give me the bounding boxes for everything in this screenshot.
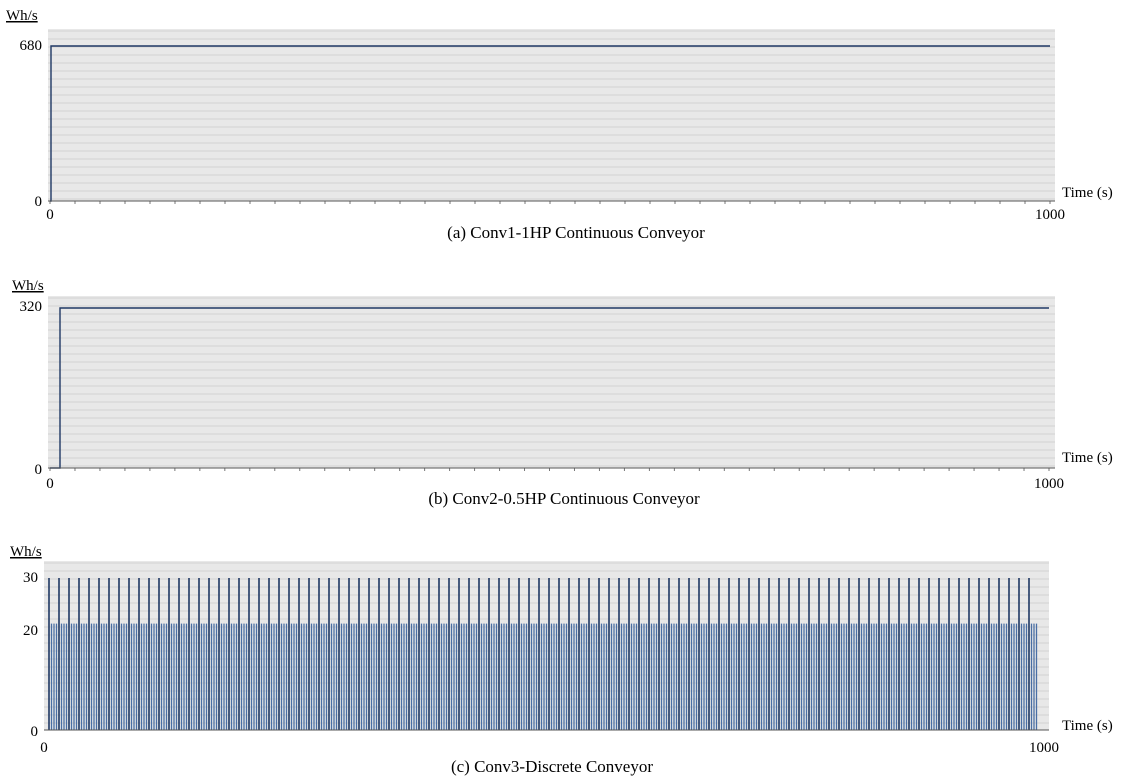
chart-a-ytick-top: 680: [20, 38, 43, 54]
chart-b-grid: [48, 297, 1055, 467]
chart-c-bars: [48, 578, 1038, 730]
chart-c-xtick-end: 1000: [1029, 740, 1059, 756]
chart-a-xtick-start: 0: [46, 207, 54, 223]
chart-a-ytick-zero: 0: [35, 194, 43, 210]
chart-a-xlabel: Time (s): [1062, 185, 1113, 201]
chart-b-plot-area: [48, 296, 1055, 468]
chart-b-xtick-end: 1000: [1034, 476, 1064, 492]
chart-c-ytick-mid: 20: [23, 623, 38, 639]
chart-b-ylabel: Wh/s: [12, 278, 44, 294]
chart-c: Wh/s 30 20 0 0 1000 Time (s) (c) Conv3-D…: [10, 544, 1113, 776]
chart-b-ytick-top: 320: [20, 299, 43, 315]
chart-a-ylabel: Wh/s: [6, 8, 38, 24]
chart-a-plot-area: [48, 29, 1055, 201]
chart-c-xlabel: Time (s): [1062, 718, 1113, 734]
chart-b-xlabel: Time (s): [1062, 450, 1113, 466]
chart-b-ytick-zero: 0: [35, 462, 43, 478]
chart-b-xtick-start: 0: [46, 476, 54, 492]
chart-b-title: (b) Conv2-0.5HP Continuous Conveyor: [428, 489, 700, 508]
chart-a-grid: [48, 30, 1055, 200]
chart-a-xtick-end: 1000: [1035, 207, 1065, 223]
chart-a-title: (a) Conv1-1HP Continuous Conveyor: [447, 223, 705, 242]
chart-a: Wh/s 680 0 0 1000 Time (s) (a) Conv1-1HP…: [6, 8, 1113, 242]
chart-c-ylabel: Wh/s: [10, 544, 42, 560]
chart-c-ytick-zero: 0: [31, 724, 39, 740]
chart-b: Wh/s 320 0 0 1000 Time (s) (b) Conv2-0.5…: [12, 278, 1113, 508]
chart-c-xtick-start: 0: [40, 740, 48, 756]
chart-c-title: (c) Conv3-Discrete Conveyor: [451, 757, 653, 776]
chart-c-ytick-top: 30: [23, 570, 38, 586]
